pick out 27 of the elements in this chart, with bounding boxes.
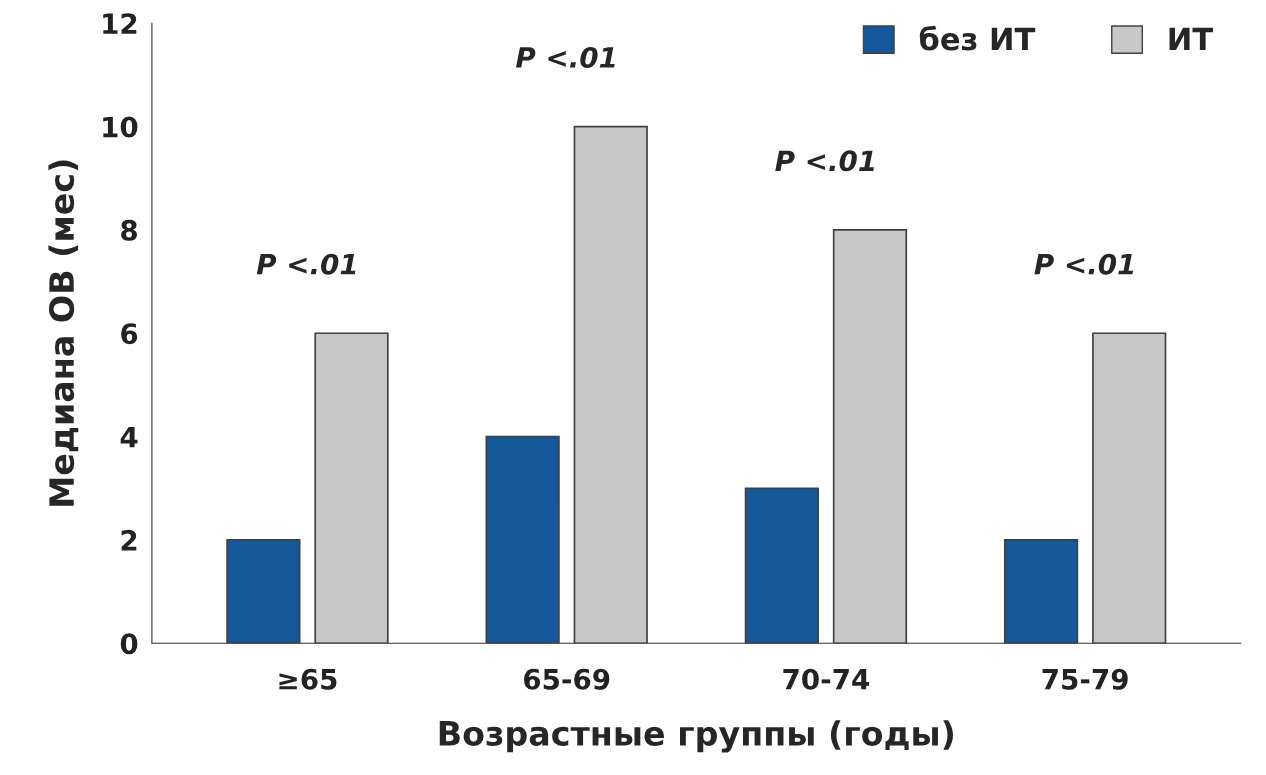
x-tick-label: ≥65 <box>279 668 337 690</box>
annotation: P <.01 <box>1034 253 1134 275</box>
x-tick-label: 70-74 <box>783 668 870 690</box>
legend-label: без ИТ <box>919 25 1036 51</box>
y-tick-label: 0 <box>120 633 138 655</box>
bar <box>832 229 908 644</box>
bar <box>314 332 389 644</box>
x-tick-label: 75-79 <box>1042 668 1128 690</box>
legend-label: ИТ <box>1169 27 1214 51</box>
bar <box>744 487 819 644</box>
y-axis-title: Медиана ОВ (мес) <box>48 160 79 506</box>
y-tick-label: 6 <box>121 323 138 345</box>
y-tick-label: 10 <box>103 116 138 138</box>
bar <box>226 539 301 644</box>
y-tick-label: 2 <box>121 529 137 551</box>
bar <box>1003 539 1079 644</box>
bar <box>1092 332 1167 644</box>
x-tick-label: 65-69 <box>523 668 610 690</box>
y-tick-label: 4 <box>120 426 138 448</box>
annotation: P <.01 <box>516 46 615 68</box>
bar <box>485 435 560 644</box>
bar <box>573 125 648 644</box>
x-axis-title: Возрастные группы (годы) <box>439 720 954 753</box>
annotation: P <.01 <box>775 150 874 172</box>
y-tick-label: 8 <box>121 219 137 241</box>
annotation: P <.01 <box>256 253 356 275</box>
y-tick-label: 12 <box>103 13 137 34</box>
